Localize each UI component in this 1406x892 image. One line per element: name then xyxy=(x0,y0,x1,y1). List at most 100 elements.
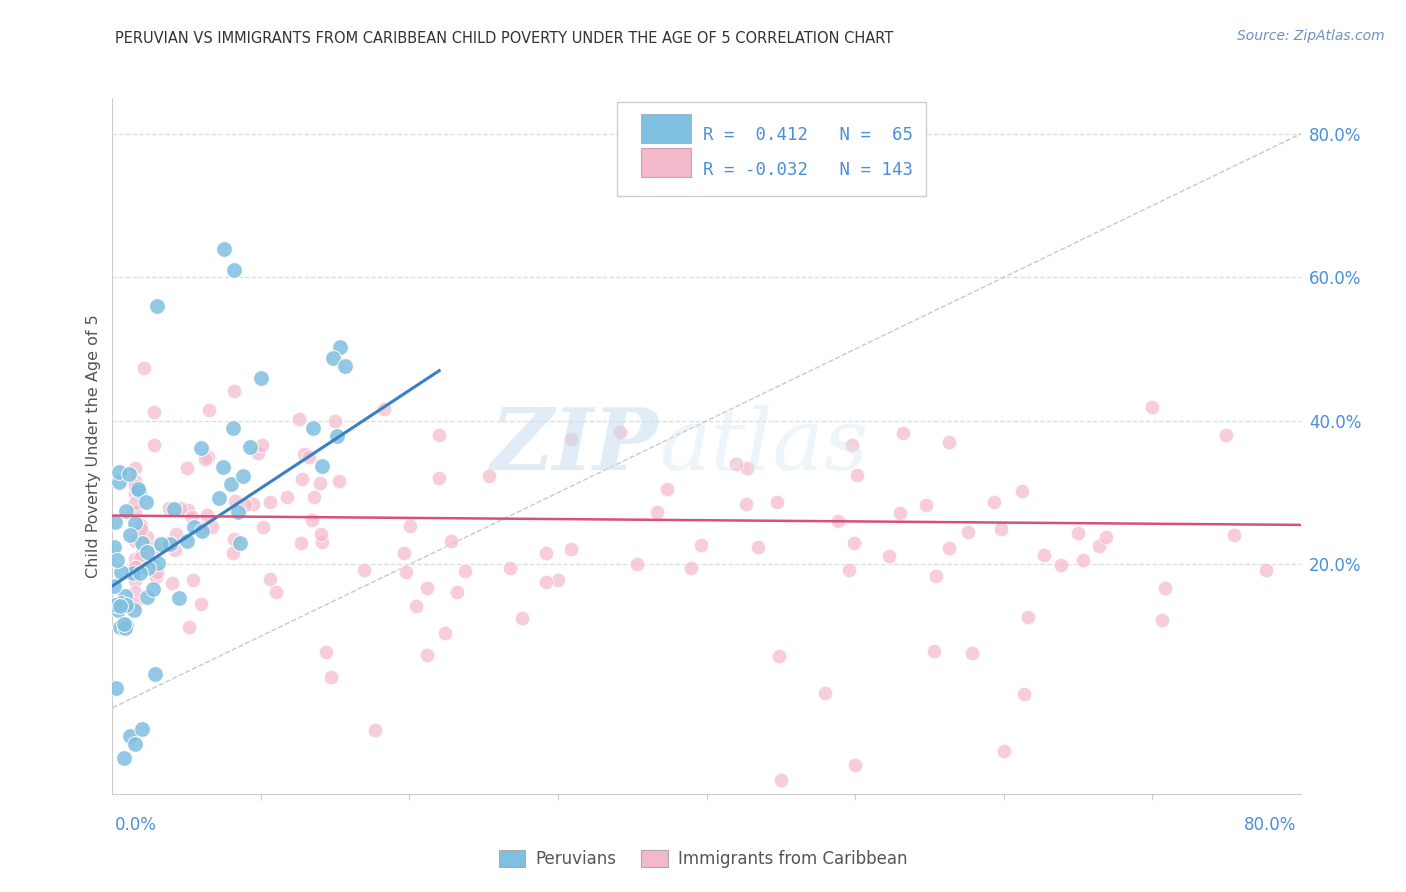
Point xyxy=(176,461,198,475)
Point xyxy=(190,597,212,611)
Point xyxy=(323,414,346,428)
Point xyxy=(302,490,325,504)
Point xyxy=(399,519,422,533)
Point xyxy=(329,340,352,354)
Y-axis label: Child Poverty Under the Age of 5: Child Poverty Under the Age of 5 xyxy=(86,314,101,578)
Point xyxy=(136,561,159,575)
Point xyxy=(1087,540,1109,554)
Text: R = -0.032   N = 143: R = -0.032 N = 143 xyxy=(703,161,912,178)
Point xyxy=(122,566,145,580)
Point xyxy=(302,420,325,434)
Point xyxy=(1152,613,1174,627)
Point xyxy=(124,533,146,548)
Point xyxy=(647,505,669,519)
Point xyxy=(246,446,269,460)
Point xyxy=(145,570,167,584)
Point xyxy=(142,541,165,555)
Point xyxy=(195,508,218,523)
Point xyxy=(879,549,901,563)
Point xyxy=(983,494,1005,508)
Point xyxy=(534,575,557,590)
Point xyxy=(960,646,983,660)
Point xyxy=(1017,610,1039,624)
Point xyxy=(326,429,349,443)
Legend: Peruvians, Immigrants from Caribbean: Peruvians, Immigrants from Caribbean xyxy=(492,843,914,875)
Point xyxy=(446,584,468,599)
Point xyxy=(893,425,915,440)
Point xyxy=(107,465,129,479)
FancyBboxPatch shape xyxy=(641,147,692,177)
Point xyxy=(453,565,475,579)
Point xyxy=(993,744,1015,758)
Point xyxy=(148,557,170,571)
Point xyxy=(208,491,231,505)
Point xyxy=(150,537,173,551)
Point xyxy=(938,541,960,556)
Point xyxy=(259,495,281,509)
Point xyxy=(889,506,911,520)
Point xyxy=(124,597,146,611)
Point xyxy=(167,591,190,606)
Point xyxy=(415,582,437,596)
Point xyxy=(146,299,169,313)
Point xyxy=(290,536,312,550)
Point xyxy=(301,512,323,526)
Point xyxy=(115,618,138,632)
Point xyxy=(292,446,315,460)
Point xyxy=(239,440,262,454)
Point xyxy=(769,772,792,787)
Point xyxy=(242,496,264,510)
Point xyxy=(226,505,249,519)
Point xyxy=(162,575,184,590)
Point xyxy=(115,599,138,613)
Point xyxy=(124,461,146,475)
Point xyxy=(938,434,960,449)
Point xyxy=(297,450,319,465)
Point xyxy=(179,619,201,633)
Point xyxy=(560,432,582,446)
Point xyxy=(956,524,979,539)
Point xyxy=(259,572,281,586)
Point xyxy=(395,565,418,579)
Point xyxy=(222,546,245,560)
Point xyxy=(814,686,837,700)
Point xyxy=(165,526,187,541)
Point xyxy=(922,644,945,658)
Point xyxy=(1067,526,1090,541)
Point xyxy=(120,730,142,744)
Point xyxy=(131,723,153,737)
Point xyxy=(844,758,866,772)
Point xyxy=(309,526,332,541)
Point xyxy=(427,471,450,485)
Point xyxy=(135,545,157,559)
Point xyxy=(124,551,146,566)
Point xyxy=(536,546,558,560)
Point xyxy=(124,573,146,587)
Point xyxy=(560,542,582,557)
Point xyxy=(1014,687,1036,701)
Point xyxy=(212,242,235,256)
Point xyxy=(1215,428,1237,442)
Point xyxy=(105,681,128,695)
Point xyxy=(105,553,128,567)
Point xyxy=(107,602,129,616)
Point xyxy=(250,371,273,385)
Point xyxy=(157,537,180,551)
Point xyxy=(124,562,146,576)
Point xyxy=(276,490,298,504)
Point xyxy=(163,502,186,516)
Point xyxy=(200,520,222,534)
Point xyxy=(328,474,350,488)
Point xyxy=(264,585,287,599)
Point xyxy=(190,441,212,455)
Point xyxy=(169,501,191,516)
Point xyxy=(142,582,165,596)
Point xyxy=(845,467,868,482)
Point xyxy=(288,411,311,425)
Point xyxy=(725,457,748,471)
Point xyxy=(434,626,457,640)
Point xyxy=(177,503,200,517)
Point xyxy=(735,497,758,511)
Point xyxy=(1095,530,1118,544)
Point xyxy=(311,459,333,474)
